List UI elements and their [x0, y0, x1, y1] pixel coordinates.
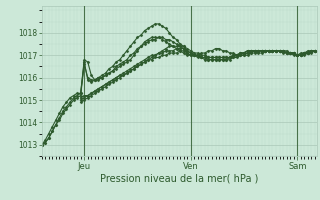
X-axis label: Pression niveau de la mer( hPa ): Pression niveau de la mer( hPa ): [100, 173, 258, 183]
